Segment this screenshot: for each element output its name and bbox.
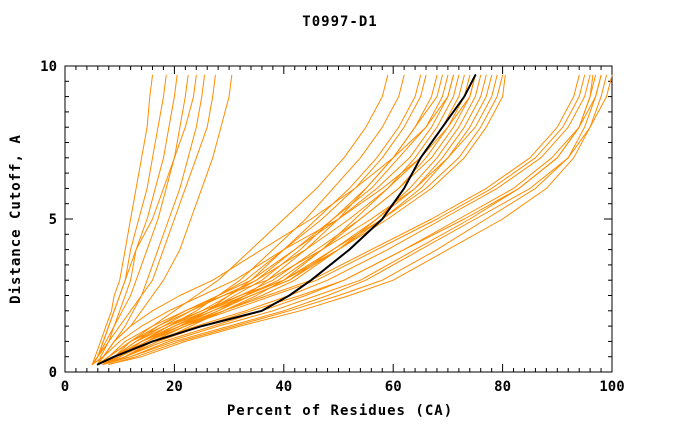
model-curve <box>91 74 476 365</box>
model-curve <box>97 74 586 365</box>
y-tick-label: 10 <box>40 59 57 75</box>
model-curve <box>97 74 178 365</box>
model-curve <box>102 74 594 365</box>
model-curve <box>97 74 454 365</box>
model-curve <box>97 74 498 365</box>
x-tick-label: 100 <box>599 379 624 395</box>
model-curve <box>97 74 443 365</box>
model-curve <box>97 74 580 365</box>
model-curve <box>102 74 460 365</box>
chart-title: T0997-D1 <box>302 14 378 30</box>
model-curve <box>102 74 471 365</box>
x-tick-label: 0 <box>61 379 69 395</box>
model-curve <box>97 74 476 365</box>
model-curve <box>97 74 487 365</box>
model-curve <box>91 74 153 365</box>
x-axis-label: Percent of Residues (CA) <box>226 403 454 419</box>
model-curve <box>97 74 465 365</box>
x-tick-label: 80 <box>494 379 511 395</box>
model-curve <box>97 74 389 365</box>
model-curve <box>97 74 506 365</box>
y-tick-label: 0 <box>49 365 57 381</box>
model-curve <box>91 74 454 365</box>
model-curve <box>91 74 197 365</box>
model-curve <box>91 74 189 365</box>
model-curve <box>91 74 216 365</box>
x-tick-label: 20 <box>166 379 183 395</box>
x-tick-label: 60 <box>385 379 402 395</box>
selected-model-curve <box>96 74 477 366</box>
x-tick-label: 40 <box>275 379 292 395</box>
model-curve <box>108 74 607 365</box>
model-curve <box>102 74 449 365</box>
y-tick-label: 5 <box>49 212 57 228</box>
model-curve <box>102 74 493 365</box>
model-curve <box>102 74 613 365</box>
model-curve <box>97 74 205 365</box>
model-curve <box>108 74 602 365</box>
model-curve <box>91 74 167 365</box>
